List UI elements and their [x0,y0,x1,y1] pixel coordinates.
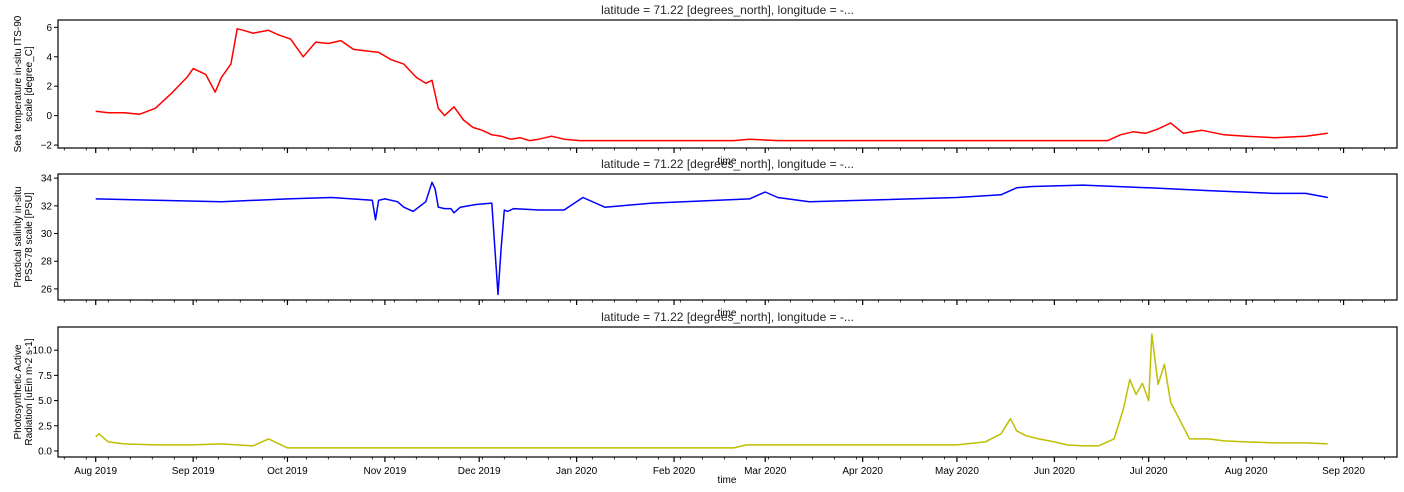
y-tick-label: 30 [41,229,53,240]
y-tick-label: 0 [46,111,52,122]
x-tick-label: Aug 2019 [74,466,117,477]
panel-title: latitude = 71.22 [degrees_north], longit… [601,157,854,171]
series-line [95,181,1328,296]
x-axis-label: time [718,308,737,319]
x-tick-label: Feb 2020 [653,466,696,477]
y-axis-label: Practical salinity in-situ [13,186,24,287]
y-axis-label: Sea temperature in-situ ITS-90 [13,15,24,152]
y-tick-label: 26 [41,284,53,295]
y-tick-label: 10.0 [33,346,53,357]
y-tick-label: 34 [41,174,53,185]
axes-frame [57,326,1398,458]
x-tick-label: Apr 2020 [842,466,883,477]
y-axis-label: Photosynthetic Active [13,344,24,439]
x-tick-label: Jan 2020 [556,466,598,477]
y-axis-label: PSS-78 scale [PSU] [24,192,35,282]
y-axis-label: Radiation [uEin m-2 s-1] [24,338,35,445]
y-tick-label: 7.5 [38,371,52,382]
x-axis-label: time [718,156,737,167]
x-tick-label: Oct 2019 [267,466,308,477]
y-tick-label: −2 [41,141,53,152]
x-tick-label: Jun 2020 [1034,466,1076,477]
x-tick-label: May 2020 [935,466,979,477]
axes-frame [57,173,1398,301]
y-tick-label: 0.0 [38,446,52,457]
y-tick-label: 28 [41,257,53,268]
y-tick-label: 6 [46,23,52,34]
x-tick-label: Dec 2019 [458,466,501,477]
x-axis-label: time [718,475,737,486]
axes-frame [57,19,1398,149]
x-tick-label: Sep 2019 [172,466,215,477]
x-tick-label: Jul 2020 [1130,466,1168,477]
y-tick-label: 32 [41,201,53,212]
series-line [95,333,1328,449]
x-tick-label: Nov 2019 [363,466,406,477]
y-tick-label: 4 [46,52,52,63]
series-line [95,28,1328,142]
panel-title: latitude = 71.22 [degrees_north], longit… [601,310,854,324]
x-tick-label: Mar 2020 [744,466,787,477]
x-tick-label: Sep 2020 [1322,466,1365,477]
y-tick-label: 5.0 [38,396,52,407]
y-axis-label: scale [degree_C] [24,46,35,122]
y-tick-label: 2 [46,82,52,93]
x-tick-label: Aug 2020 [1225,466,1268,477]
panel-title: latitude = 71.22 [degrees_north], longit… [601,3,854,17]
y-tick-label: 2.5 [38,421,52,432]
